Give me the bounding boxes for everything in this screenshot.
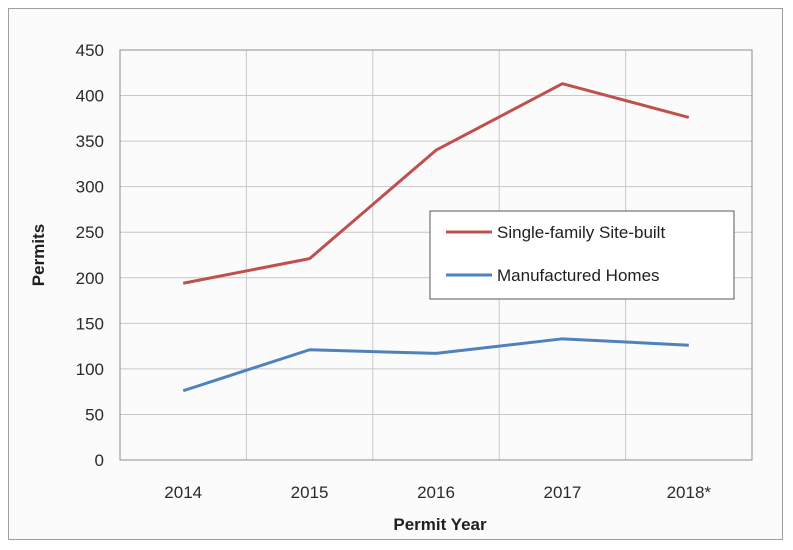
y-tick-label: 250	[76, 223, 104, 242]
y-tick-label: 300	[76, 178, 104, 197]
x-tick-label: 2015	[291, 483, 329, 502]
legend-label-single-family: Single-family Site-built	[497, 223, 665, 242]
x-axis-tick-labels: 2014 2015 2016 2017 2018*	[164, 483, 711, 502]
y-tick-label: 50	[85, 405, 104, 424]
series-line-single-family-site-built	[182, 82, 690, 285]
x-axis-title: Permit Year	[393, 515, 487, 534]
y-tick-label: 400	[76, 87, 104, 106]
y-tick-label: 150	[76, 314, 104, 333]
y-tick-label: 200	[76, 269, 104, 288]
x-tick-label: 2017	[543, 483, 581, 502]
x-tick-label: 2016	[417, 483, 455, 502]
legend: Single-family Site-built Manufactured Ho…	[429, 210, 735, 300]
x-tick-label: 2014	[164, 483, 202, 502]
y-tick-label: 450	[76, 41, 104, 60]
y-tick-label: 350	[76, 132, 104, 151]
plot-area-border	[119, 49, 753, 461]
y-tick-label: 0	[95, 451, 104, 470]
legend-label-manufactured-homes: Manufactured Homes	[497, 266, 660, 285]
y-axis-title: Permits	[29, 224, 48, 286]
y-tick-label: 100	[76, 360, 104, 379]
y-axis-tick-labels: 0 50 100 150 200 250 300 350 400 450	[76, 41, 104, 470]
series-lines	[182, 82, 690, 393]
series-line-manufactured-homes	[182, 337, 689, 393]
legend-box	[429, 210, 735, 300]
x-tick-label: 2018*	[667, 483, 712, 502]
